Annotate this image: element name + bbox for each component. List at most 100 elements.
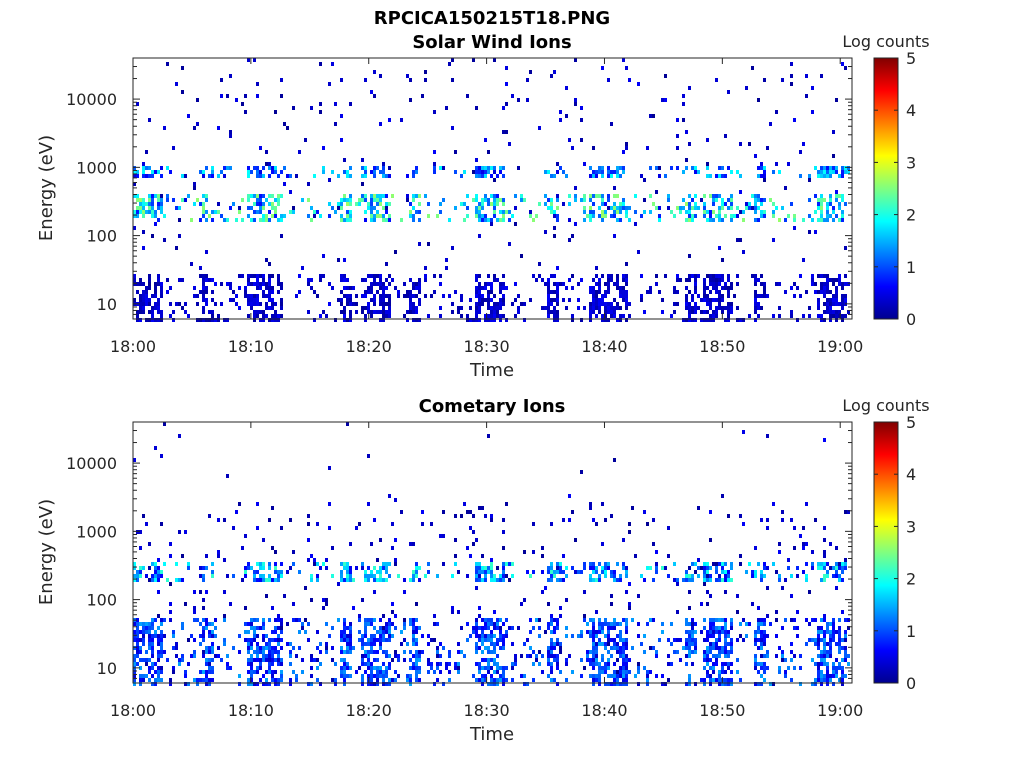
heatmap-cell <box>370 314 373 318</box>
heatmap-cell <box>502 298 505 302</box>
heatmap-cell <box>331 646 334 650</box>
heatmap-cell <box>259 626 262 630</box>
heatmap-cell <box>157 674 160 678</box>
heatmap-cell <box>502 678 505 682</box>
heatmap-cell <box>331 658 334 662</box>
heatmap-cell <box>265 282 268 286</box>
heatmap-cell <box>229 134 232 138</box>
heatmap-cell <box>556 642 559 646</box>
heatmap-cell <box>484 570 487 574</box>
heatmap-cell <box>133 634 136 638</box>
heatmap-cell <box>544 202 547 206</box>
heatmap-cell <box>160 522 163 526</box>
heatmap-cell <box>613 310 616 314</box>
heatmap-cell <box>547 578 550 582</box>
heatmap-cell <box>622 646 625 650</box>
heatmap-cell <box>364 78 367 82</box>
heatmap-cell <box>841 610 844 614</box>
heatmap-cell <box>808 230 811 234</box>
heatmap-cell <box>616 166 619 170</box>
heatmap-cell <box>208 678 211 682</box>
heatmap-cell <box>772 214 775 218</box>
heatmap-cell <box>715 678 718 682</box>
heatmap-cell <box>823 678 826 682</box>
heatmap-cell <box>490 638 493 642</box>
heatmap-cell <box>553 570 556 574</box>
heatmap-cell <box>832 294 835 298</box>
heatmap-cell <box>814 194 817 198</box>
heatmap-cell <box>490 574 493 578</box>
heatmap-cell <box>550 570 553 574</box>
heatmap-cell <box>823 646 826 650</box>
heatmap-cell <box>271 314 274 318</box>
heatmap-cell <box>829 654 832 658</box>
heatmap-cell <box>568 278 571 282</box>
heatmap-cell <box>142 674 145 678</box>
heatmap-cell <box>133 210 136 214</box>
heatmap-cell <box>823 574 826 578</box>
heatmap-cell <box>565 566 568 570</box>
heatmap-cell <box>349 202 352 206</box>
heatmap-cell <box>373 518 376 522</box>
heatmap-cell <box>664 682 667 686</box>
heatmap-cell <box>790 650 793 654</box>
heatmap-cell <box>373 638 376 642</box>
heatmap-cell <box>259 174 262 178</box>
heatmap-cell <box>691 622 694 626</box>
heatmap-cell <box>472 170 475 174</box>
heatmap-cell <box>463 654 466 658</box>
heatmap-cell <box>499 638 502 642</box>
heatmap-cell <box>169 678 172 682</box>
heatmap-cell <box>637 666 640 670</box>
heatmap-cell <box>133 562 136 566</box>
heatmap-cell <box>715 642 718 646</box>
heatmap-cell <box>394 538 397 542</box>
heatmap-cell <box>187 194 190 198</box>
heatmap-cell <box>346 642 349 646</box>
heatmap-cell <box>715 314 718 318</box>
heatmap-cell <box>430 522 433 526</box>
heatmap-cell <box>505 574 508 578</box>
heatmap-cell <box>415 562 418 566</box>
heatmap-cell <box>241 546 244 550</box>
heatmap-cell <box>379 286 382 290</box>
heatmap-cell <box>688 254 691 258</box>
heatmap-cell <box>322 274 325 278</box>
heatmap-cell <box>466 94 469 98</box>
heatmap-cell <box>154 670 157 674</box>
heatmap-cell <box>211 666 214 670</box>
heatmap-cell <box>343 578 346 582</box>
heatmap-cell <box>307 198 310 202</box>
heatmap-cell <box>217 654 220 658</box>
heatmap-cell <box>676 118 679 122</box>
heatmap-cell <box>490 578 493 582</box>
heatmap-cell <box>373 634 376 638</box>
heatmap-cell <box>649 646 652 650</box>
heatmap-cell <box>250 622 253 626</box>
heatmap-cell <box>211 658 214 662</box>
heatmap-cell <box>388 574 391 578</box>
heatmap-cell <box>157 578 160 582</box>
heatmap-cell <box>298 274 301 278</box>
heatmap-cell <box>556 302 559 306</box>
heatmap-cell <box>352 606 355 610</box>
heatmap-cell <box>382 566 385 570</box>
heatmap-cell <box>247 630 250 634</box>
heatmap-cell <box>259 282 262 286</box>
heatmap-cell <box>313 562 316 566</box>
heatmap-cell <box>277 194 280 198</box>
heatmap-cell <box>754 294 757 298</box>
heatmap-cell <box>826 286 829 290</box>
heatmap-cell <box>364 210 367 214</box>
heatmap-cell <box>262 174 265 178</box>
heatmap-cell <box>493 194 496 198</box>
heatmap-cell <box>730 170 733 174</box>
heatmap-cell <box>433 274 436 278</box>
heatmap-cell <box>724 634 727 638</box>
heatmap-cell <box>598 638 601 642</box>
heatmap-cell <box>202 294 205 298</box>
heatmap-cell <box>469 554 472 558</box>
heatmap-cell <box>268 646 271 650</box>
heatmap-cell <box>211 170 214 174</box>
